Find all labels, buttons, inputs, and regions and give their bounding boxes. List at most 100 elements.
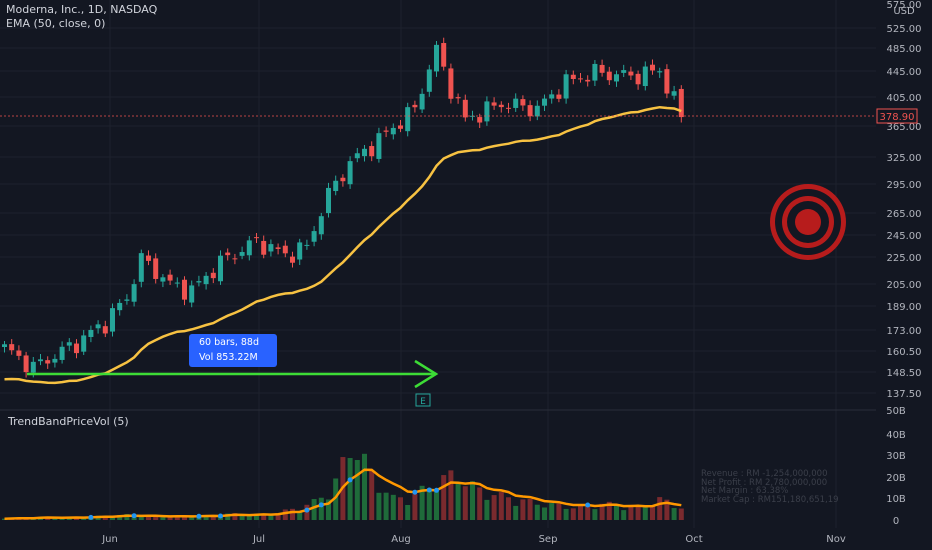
candle-body [642,66,648,87]
candle [383,126,389,138]
volume-bar [542,507,547,520]
candle-body [2,344,7,348]
candle [592,60,598,87]
candle [254,232,259,243]
candle-body [455,97,461,99]
volume-bar [369,470,375,520]
candle [182,276,187,306]
measure-tooltip: 60 bars, 88d Vol 853.22M [189,334,277,367]
volume-bar [160,517,166,520]
volume-bar [642,507,648,520]
price-tick-label: 575.00 [887,0,922,11]
candle-body [527,105,533,117]
candle [441,37,447,71]
candle-body [484,101,490,122]
earnings-marker[interactable]: E [415,393,431,407]
time-tick-label: Jun [101,534,118,545]
candle [66,338,72,351]
volume-bar [354,460,360,520]
candle [621,64,627,78]
volume-dots [88,477,591,520]
price-tick-label: 295.00 [887,180,922,191]
volume-bar [59,518,65,520]
candle-body [657,71,663,73]
candle [405,102,411,137]
candle-body [491,102,497,106]
time-tick-label: Sep [539,534,558,545]
candle [513,93,519,112]
volume-bar [203,515,209,520]
volume-axis[interactable]: 50B 40B 30B 20B 10B 0 [886,406,906,527]
candle-body [347,161,353,185]
candle-body [556,94,562,99]
candle [354,147,360,163]
measure-volume-label: Vol 853.22M [199,352,258,363]
candle-body [268,244,274,252]
candle-body [333,180,339,192]
candle-body [419,93,425,110]
candle [369,141,375,162]
candle-body [354,153,360,159]
candle-body [369,146,375,157]
candle-body [671,91,677,96]
volume-tick-label: 20B [886,473,906,484]
candle-body [52,358,58,363]
candle-body [592,63,598,81]
candle [678,85,684,123]
candle [138,249,144,288]
volume-bar [261,513,267,520]
candle [419,88,425,113]
candle [520,95,526,111]
candle [506,102,511,114]
candle-body [174,282,180,284]
volume-bar [146,515,151,520]
price-tick-label: 525.00 [887,24,922,35]
last-price-tag [876,108,918,124]
volume-bar [311,499,317,520]
fundamental-revenue: Revenue : RM -1,254,000,000 [701,469,828,479]
time-axis[interactable]: Jun Jul Aug Sep Oct Nov [101,534,846,545]
volume-bar [246,515,252,520]
candle [2,341,7,353]
candle-body [376,133,382,159]
candle-body [225,252,231,256]
volume-bar [426,488,432,520]
candle [477,113,483,129]
candle [232,253,238,265]
candle [491,97,497,110]
candle [599,59,605,77]
symbol-legend[interactable]: Moderna, Inc., 1D, NASDAQ [6,3,158,16]
volume-bar [527,498,533,520]
measure-arrow[interactable] [27,359,439,389]
volume-signal-dot [318,502,324,508]
candle-body [210,272,216,279]
volume-bar [549,503,555,520]
ema-legend[interactable]: EMA (50, close, 0) [6,17,106,30]
candle-body [290,256,295,263]
target-icon [770,184,846,260]
candle [563,69,569,104]
candle [218,250,223,285]
volume-bar [254,513,259,520]
candle-body [254,237,259,239]
candle [174,277,180,288]
candle-body [498,104,504,108]
volume-bar [455,483,461,520]
candle [628,66,634,81]
candle [390,123,396,140]
candle-body [570,74,576,80]
volume-bar [182,515,187,520]
volume-indicator-legend[interactable]: TrendBandPriceVol (5) [8,415,129,428]
candle [131,279,137,307]
volume-bar [592,509,598,520]
candle [246,236,252,261]
candle [462,94,468,122]
candle-body [362,148,367,157]
volume-bar [578,505,583,520]
volume-bar [448,470,454,520]
price-axis[interactable]: 575.00 525.00 485.00 445.00 405.00 365.00 325.… [887,0,922,400]
candle-body [131,284,137,302]
candle [614,70,619,87]
candle-body [678,88,684,118]
